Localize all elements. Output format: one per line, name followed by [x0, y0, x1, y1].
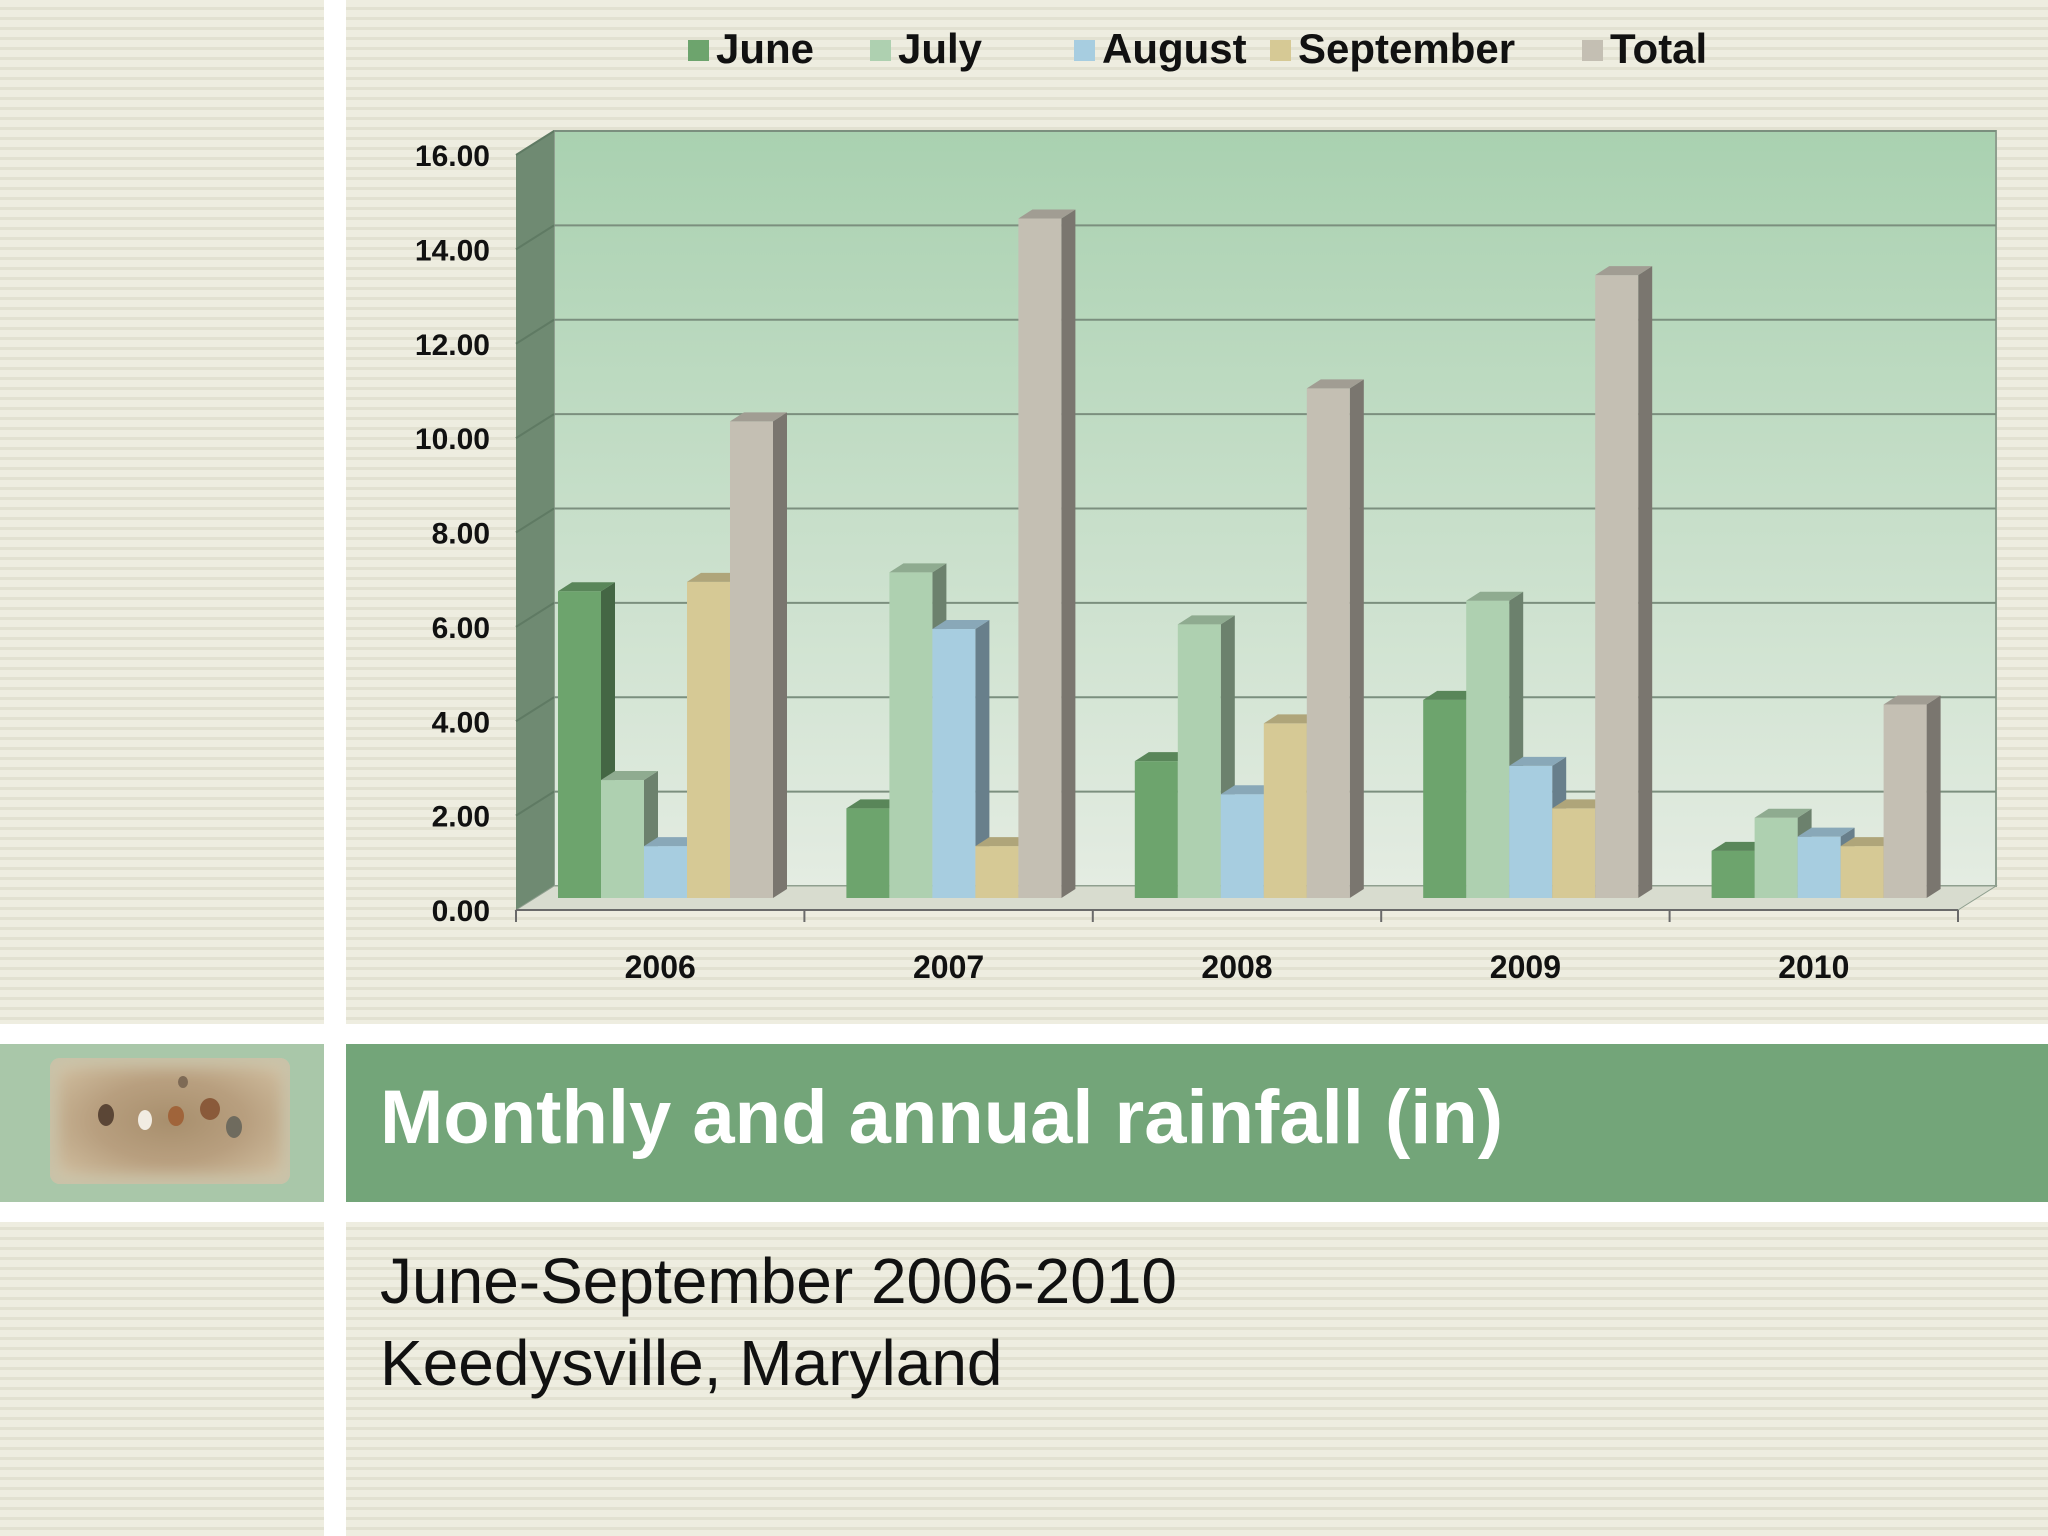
bar-total-2008	[1306, 379, 1364, 898]
bar-total-2010	[1883, 695, 1941, 898]
gridline-side	[515, 507, 555, 534]
y-tick-label: 14.00	[415, 234, 490, 267]
legend-swatch-june	[688, 40, 709, 61]
y-tick-label: 16.00	[415, 140, 490, 173]
bars	[558, 209, 1941, 898]
legend-swatch-july	[870, 40, 891, 61]
y-tick-label: 10.00	[415, 423, 490, 456]
legend-swatch-august	[1074, 40, 1095, 61]
y-tick-label: 0.00	[432, 895, 490, 928]
gridline-side	[515, 224, 555, 251]
legend-label-august: August	[1102, 25, 1247, 72]
slide-title: Monthly and annual rainfall (in)	[380, 1075, 1504, 1160]
y-tick-label: 2.00	[432, 801, 490, 834]
vertical-divider	[324, 0, 346, 1536]
bar-total-2006	[730, 412, 787, 898]
x-tick-label: 2007	[913, 949, 984, 985]
title-banner	[346, 1044, 2048, 1202]
y-tick-label: 6.00	[432, 612, 490, 645]
legend-label-total: Total	[1610, 25, 1707, 72]
x-tick-label: 2009	[1490, 949, 1561, 985]
gridline-side	[515, 318, 555, 345]
chickens-photo	[50, 1058, 290, 1184]
slide-subtitle-line2: Keedysville, Maryland	[380, 1327, 1003, 1399]
x-tick-label: 2010	[1778, 949, 1849, 985]
y-tick-label: 8.00	[432, 518, 490, 551]
gridline-side	[515, 790, 555, 817]
banner-bottom-line	[0, 1202, 2048, 1222]
axes: 0.00 2.00 4.00 6.00 8.00 10.00 12.00 14.00 16.00…	[415, 140, 1959, 985]
legend-label-september: September	[1298, 25, 1515, 72]
y-tick-label: 12.00	[415, 329, 490, 362]
legend-label-july: July	[898, 25, 983, 72]
gridline-side	[515, 696, 555, 723]
gridline-side	[515, 602, 555, 628]
slide-subtitle-line1: June-September 2006-2010	[380, 1245, 1177, 1317]
legend-swatch-september	[1270, 40, 1291, 61]
bar-total-2009	[1595, 266, 1653, 898]
bar-total-2007	[1018, 209, 1076, 898]
legend-label-june: June	[716, 25, 814, 72]
bar-august-2007	[932, 620, 990, 898]
banner-top-line	[0, 1024, 2048, 1044]
legend: June July August September Total	[688, 25, 1707, 72]
y-tick-label: 4.00	[432, 706, 490, 739]
gridline-side	[515, 413, 555, 439]
legend-swatch-total	[1582, 40, 1603, 61]
x-tick-label: 2006	[625, 949, 696, 985]
gridline-side	[515, 130, 555, 156]
x-tick-label: 2008	[1201, 949, 1272, 985]
rainfall-chart: 0.00 2.00 4.00 6.00 8.00 10.00 12.00 14.00 16.00…	[415, 25, 1998, 985]
